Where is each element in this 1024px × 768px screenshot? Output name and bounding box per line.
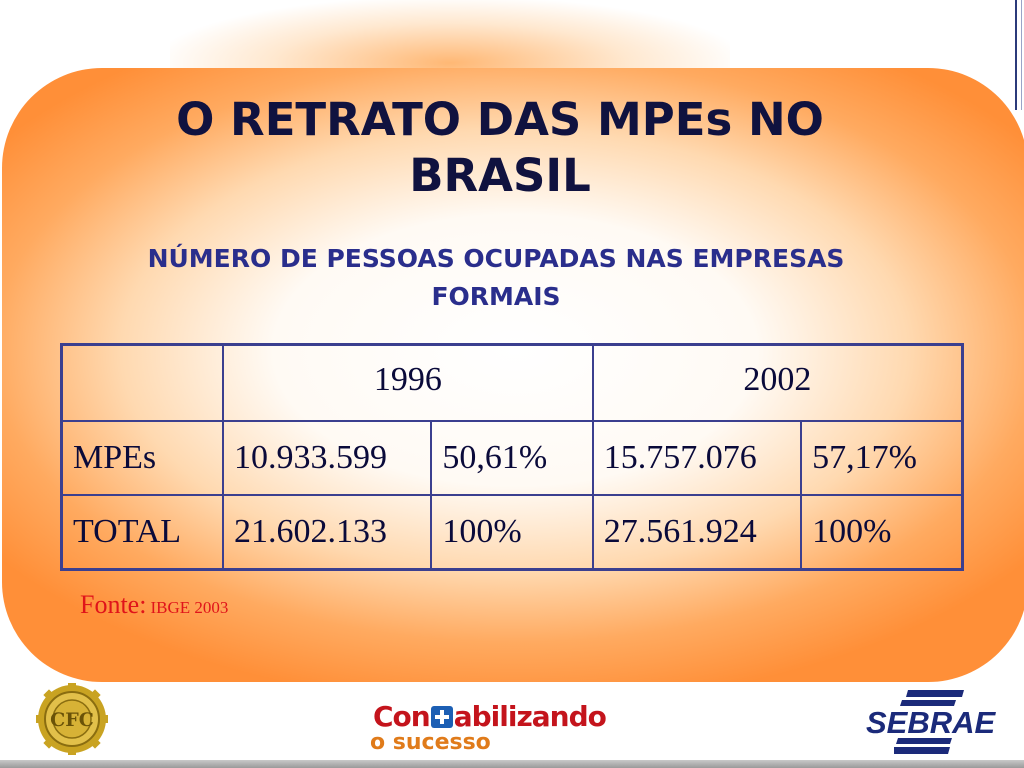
cell-share-1996: 100% bbox=[430, 494, 594, 571]
right-edge-rule bbox=[1015, 0, 1022, 110]
employment-table: 1996 2002 MPEs 10.933.599 50,61% 15.757.… bbox=[60, 343, 964, 571]
cell-share-1996: 50,61% bbox=[430, 420, 594, 496]
cell-share-2002: 100% bbox=[800, 494, 964, 571]
contabilizando-tagline: o sucesso bbox=[370, 730, 491, 755]
source-label: Fonte: bbox=[80, 590, 147, 619]
table-row-total: TOTAL 21.602.133 100% 27.561.924 100% bbox=[60, 494, 964, 571]
cell-count-2002: 27.561.924 bbox=[591, 494, 803, 571]
table-corner-cell bbox=[60, 343, 224, 422]
contabilizando-logo: Con abilizando o sucesso bbox=[370, 700, 623, 755]
row-label: MPEs bbox=[60, 420, 224, 496]
source-note: Fonte: IBGE 2003 bbox=[80, 590, 228, 620]
table-header-row: 1996 2002 bbox=[60, 343, 964, 422]
table-row-mpes: MPEs 10.933.599 50,61% 15.757.076 57,17% bbox=[60, 420, 964, 496]
source-value: IBGE 2003 bbox=[150, 598, 229, 617]
year-header-2002: 2002 bbox=[591, 343, 964, 422]
cell-share-2002: 57,17% bbox=[800, 420, 964, 496]
cell-count-1996: 21.602.133 bbox=[221, 494, 433, 571]
contabilizando-part2: abilizando bbox=[453, 700, 607, 733]
year-header-1996: 1996 bbox=[221, 343, 594, 422]
slide-title: O RETRATO DAS MPEs NO BRASIL bbox=[176, 93, 824, 202]
cell-count-1996: 10.933.599 bbox=[221, 420, 433, 496]
cfc-seal-logo: CFC bbox=[36, 683, 108, 755]
sebrae-wordmark: SEBRAE bbox=[866, 705, 996, 740]
sebrae-stripes-icon bbox=[894, 690, 964, 754]
top-glow-decoration bbox=[170, 0, 730, 70]
cell-count-2002: 15.757.076 bbox=[591, 420, 803, 496]
contabilizando-wordmark: Con abilizando bbox=[373, 700, 607, 734]
footer-bar bbox=[0, 760, 1024, 768]
row-label: TOTAL bbox=[60, 494, 224, 571]
sebrae-logo: SEBRAE bbox=[866, 690, 998, 754]
contabilizando-part1: Con bbox=[373, 700, 431, 733]
slide-subtitle: NÚMERO DE PESSOAS OCUPADAS NAS EMPRESAS … bbox=[147, 244, 845, 311]
plus-icon bbox=[430, 706, 453, 728]
cfc-logo-text: CFC bbox=[50, 709, 94, 731]
